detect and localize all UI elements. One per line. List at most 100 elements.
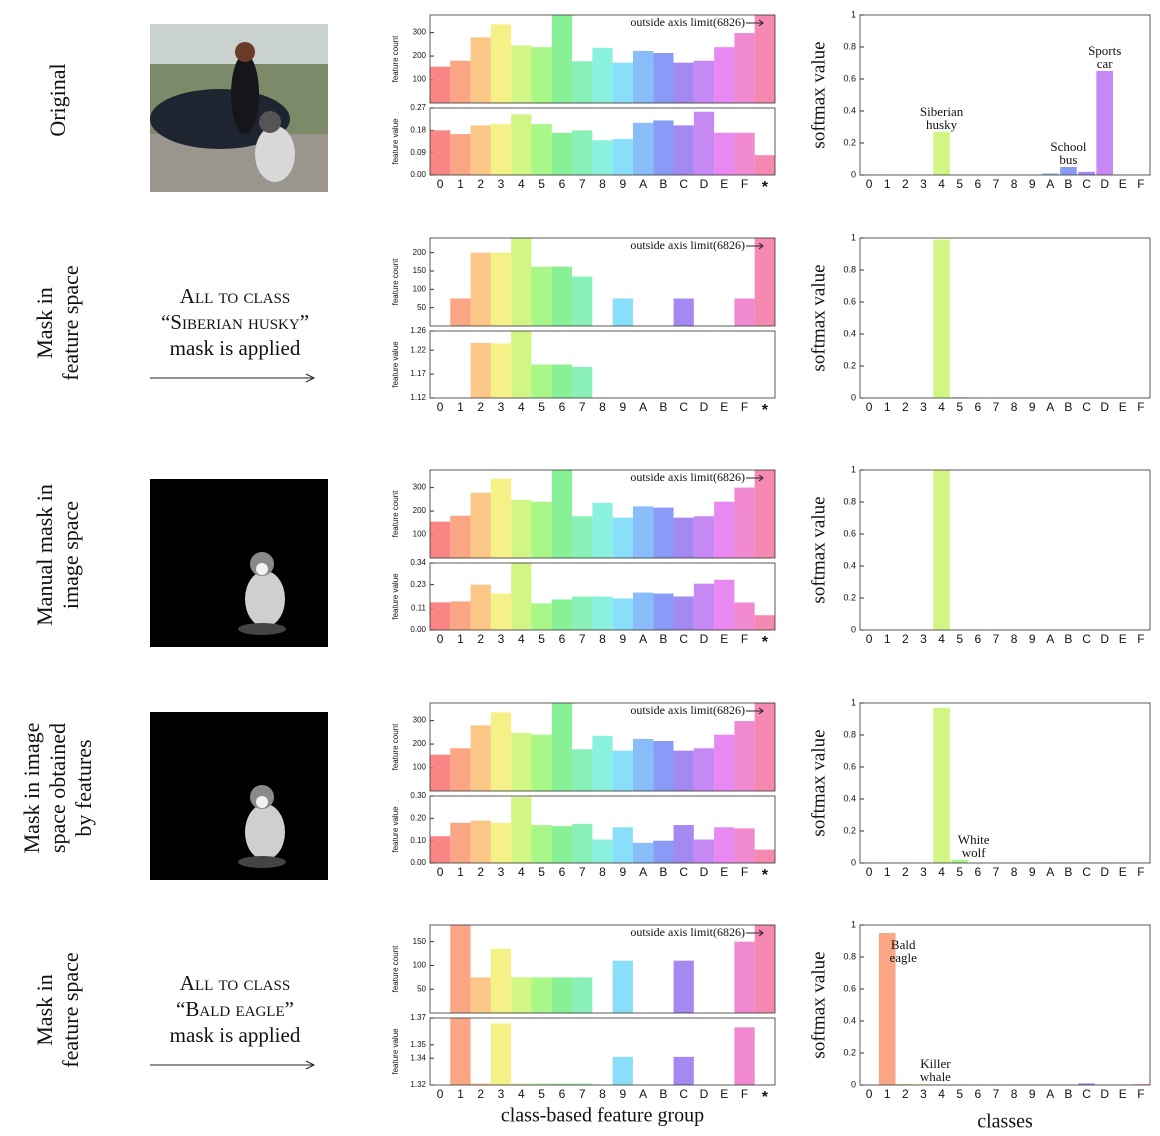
y-axis-label: feature count (391, 490, 400, 537)
bar (511, 563, 531, 630)
y-tick-label: 1.22 (410, 345, 426, 354)
bar (552, 470, 572, 558)
bar (714, 735, 734, 791)
x-tick-label: D (700, 400, 709, 414)
x-tick-label: 3 (920, 632, 927, 646)
x-tick-label: 4 (938, 865, 945, 879)
y-tick-label: 0.2 (843, 825, 856, 835)
x-tick-label: * (762, 179, 769, 196)
x-tick-label: 9 (1029, 1087, 1036, 1101)
x-tick-label: 2 (902, 865, 909, 879)
y-tick-label: 200 (413, 506, 427, 515)
bars (430, 563, 775, 630)
x-tick-label: 6 (559, 177, 566, 191)
x-tick-label: 5 (538, 400, 545, 414)
x-tick-label: 1 (457, 177, 464, 191)
y-tick-label: 0.6 (843, 528, 856, 538)
bar (552, 133, 572, 175)
x-tick-label: 5 (538, 1087, 545, 1101)
bar (552, 267, 572, 326)
x-tick-label: 8 (599, 865, 606, 879)
x-tick-label: A (639, 865, 647, 879)
bar (572, 130, 592, 175)
bar (552, 365, 572, 399)
x-tick-label: 0 (866, 400, 873, 414)
x-tick-label: 6 (974, 632, 981, 646)
bar (511, 797, 531, 863)
y-tick-label: 1.26 (410, 326, 426, 335)
x-tick-label: D (1100, 1087, 1109, 1101)
bar (755, 615, 775, 630)
x-tick-label: A (1046, 400, 1054, 414)
x-tick-label: 6 (559, 1087, 566, 1101)
x-tick-label: C (679, 1087, 688, 1101)
photo-bg (150, 712, 328, 880)
y-axis-label: softmax value (808, 729, 829, 836)
y-axis-label: feature count (391, 945, 400, 992)
x-tick-label: 1 (457, 1087, 464, 1101)
bar (450, 299, 470, 327)
x-tick-label: E (720, 1087, 728, 1101)
bar (491, 343, 511, 398)
x-tick-label: 3 (498, 632, 505, 646)
x-tick-label: 6 (974, 400, 981, 414)
row-note: “Bald eagle” (176, 997, 294, 1021)
photo-bg (150, 479, 328, 647)
x-tick-label: 2 (902, 400, 909, 414)
x-tick-label: 1 (884, 177, 891, 191)
x-tick-label: * (762, 634, 769, 651)
dog-shadow (238, 623, 286, 635)
x-tick-label: 0 (866, 865, 873, 879)
bar (511, 977, 531, 1013)
bar (511, 114, 531, 175)
bar (531, 365, 551, 399)
bar (653, 741, 673, 791)
x-tick-label: 3 (498, 177, 505, 191)
bar (471, 37, 491, 103)
bar (613, 751, 633, 791)
bar (572, 516, 592, 558)
bar (531, 977, 551, 1013)
y-tick-label: 0 (851, 392, 856, 402)
x-tick-label: 3 (920, 400, 927, 414)
y-tick-label: 0.8 (843, 729, 856, 739)
y-tick-label: 0 (851, 624, 856, 634)
x-tick-label: F (741, 1087, 748, 1101)
bar (491, 124, 511, 175)
bar (552, 826, 572, 863)
bar (633, 739, 653, 791)
row-label: Mask in (32, 287, 57, 359)
x-tick-label: F (741, 865, 748, 879)
x-tick-label: 2 (902, 1087, 909, 1101)
annotation: whale (920, 1069, 951, 1084)
y-tick-label: 0.6 (843, 761, 856, 771)
x-tick-label: 8 (1011, 400, 1018, 414)
bar (694, 516, 714, 558)
y-tick-label: 0.11 (411, 603, 427, 612)
bar (653, 508, 673, 558)
x-tick-label: C (1082, 865, 1091, 879)
x-tick-label: 7 (993, 400, 1000, 414)
bar (592, 840, 612, 863)
bar (471, 821, 491, 863)
x-tick-label: 0 (437, 400, 444, 414)
x-tick-label: C (1082, 177, 1091, 191)
x-tick-label: D (1100, 400, 1109, 414)
x-tick-label: 9 (1029, 632, 1036, 646)
x-tick-label: 5 (956, 177, 963, 191)
x-tick-label: B (659, 177, 667, 191)
photo (150, 24, 328, 192)
y-tick-label: 300 (413, 716, 427, 725)
x-tick-label: 7 (579, 632, 586, 646)
x-tick-label: F (1137, 865, 1144, 879)
x-axis-label: classes (977, 1111, 1033, 1133)
x-tick-label: B (659, 865, 667, 879)
y-tick-label: 1.32 (410, 1080, 426, 1089)
x-tick-label: 1 (457, 400, 464, 414)
x-tick-label: 1 (884, 632, 891, 646)
bar (491, 24, 511, 103)
x-tick-label: 7 (993, 865, 1000, 879)
bars (450, 1018, 754, 1085)
x-tick-label: 8 (1011, 1087, 1018, 1101)
bar (613, 139, 633, 175)
